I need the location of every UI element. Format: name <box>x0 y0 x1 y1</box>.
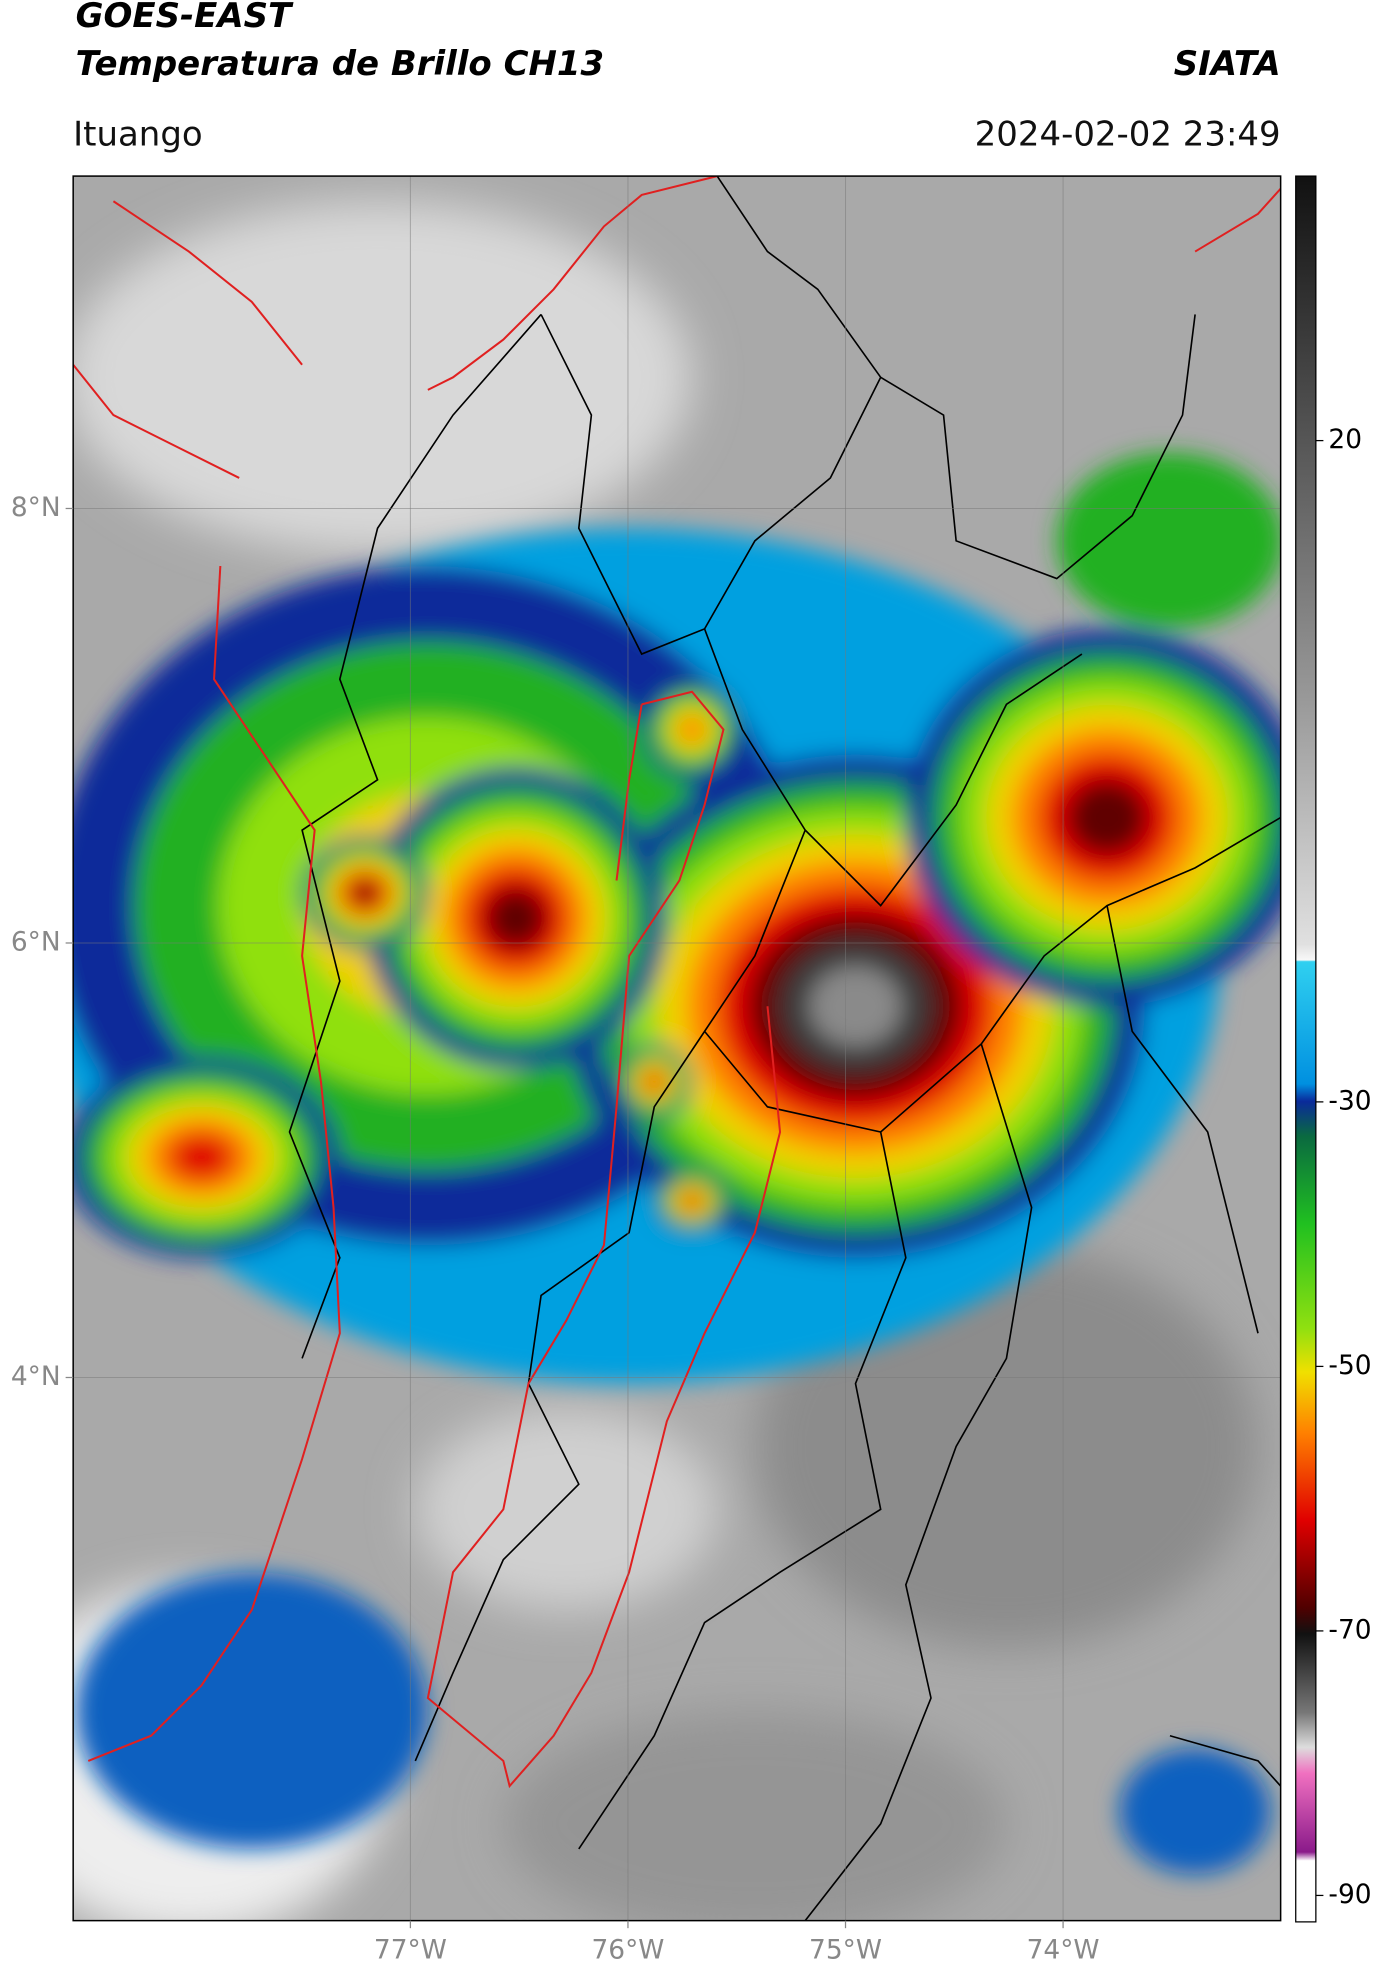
cloud-top <box>169 1133 234 1181</box>
cloud <box>73 201 692 554</box>
cloud-top <box>485 887 547 949</box>
location-name: Ituango <box>73 114 203 154</box>
cloud-top <box>75 1572 428 1849</box>
x-tick-label: 74°W <box>1027 1934 1100 1965</box>
cloud-top <box>1056 452 1281 629</box>
cloud <box>503 1710 1007 1921</box>
colorbar-tick-label: -70 <box>1328 1614 1371 1645</box>
cloud-top <box>809 966 902 1046</box>
colorbar-tick-label: -90 <box>1328 1879 1371 1910</box>
cloud <box>754 1245 1258 1648</box>
cloud <box>415 1408 718 1610</box>
cloud-top <box>352 881 378 905</box>
y-tick-label: 6°N <box>11 926 61 957</box>
map-frame <box>72 175 1282 1922</box>
cloud-top <box>678 715 706 744</box>
source-name: SIATA <box>1174 44 1281 84</box>
x-tick-label: 76°W <box>591 1934 664 1965</box>
colorbar-tick-label: 20 <box>1328 424 1362 455</box>
colorbar-tick-label: -30 <box>1328 1085 1371 1116</box>
cloud-top <box>683 1193 701 1209</box>
y-tick-label: 4°N <box>11 1361 61 1392</box>
cloud-top <box>645 1072 663 1091</box>
x-tick-label: 77°W <box>374 1934 447 1965</box>
satellite-name: GOES-EAST <box>76 0 294 36</box>
y-tick-label: 8°N <box>11 492 61 523</box>
map-image <box>73 176 1281 1921</box>
cloud-top <box>1119 1748 1271 1875</box>
product-name: Temperatura de Brillo CH13 <box>76 44 604 84</box>
colorbar-tick-label: -50 <box>1328 1350 1371 1381</box>
colorbar <box>1295 175 1317 1923</box>
cloud-top <box>1066 779 1148 856</box>
timestamp: 2024-02-02 23:49 <box>975 114 1281 154</box>
x-tick-label: 75°W <box>809 1934 882 1965</box>
